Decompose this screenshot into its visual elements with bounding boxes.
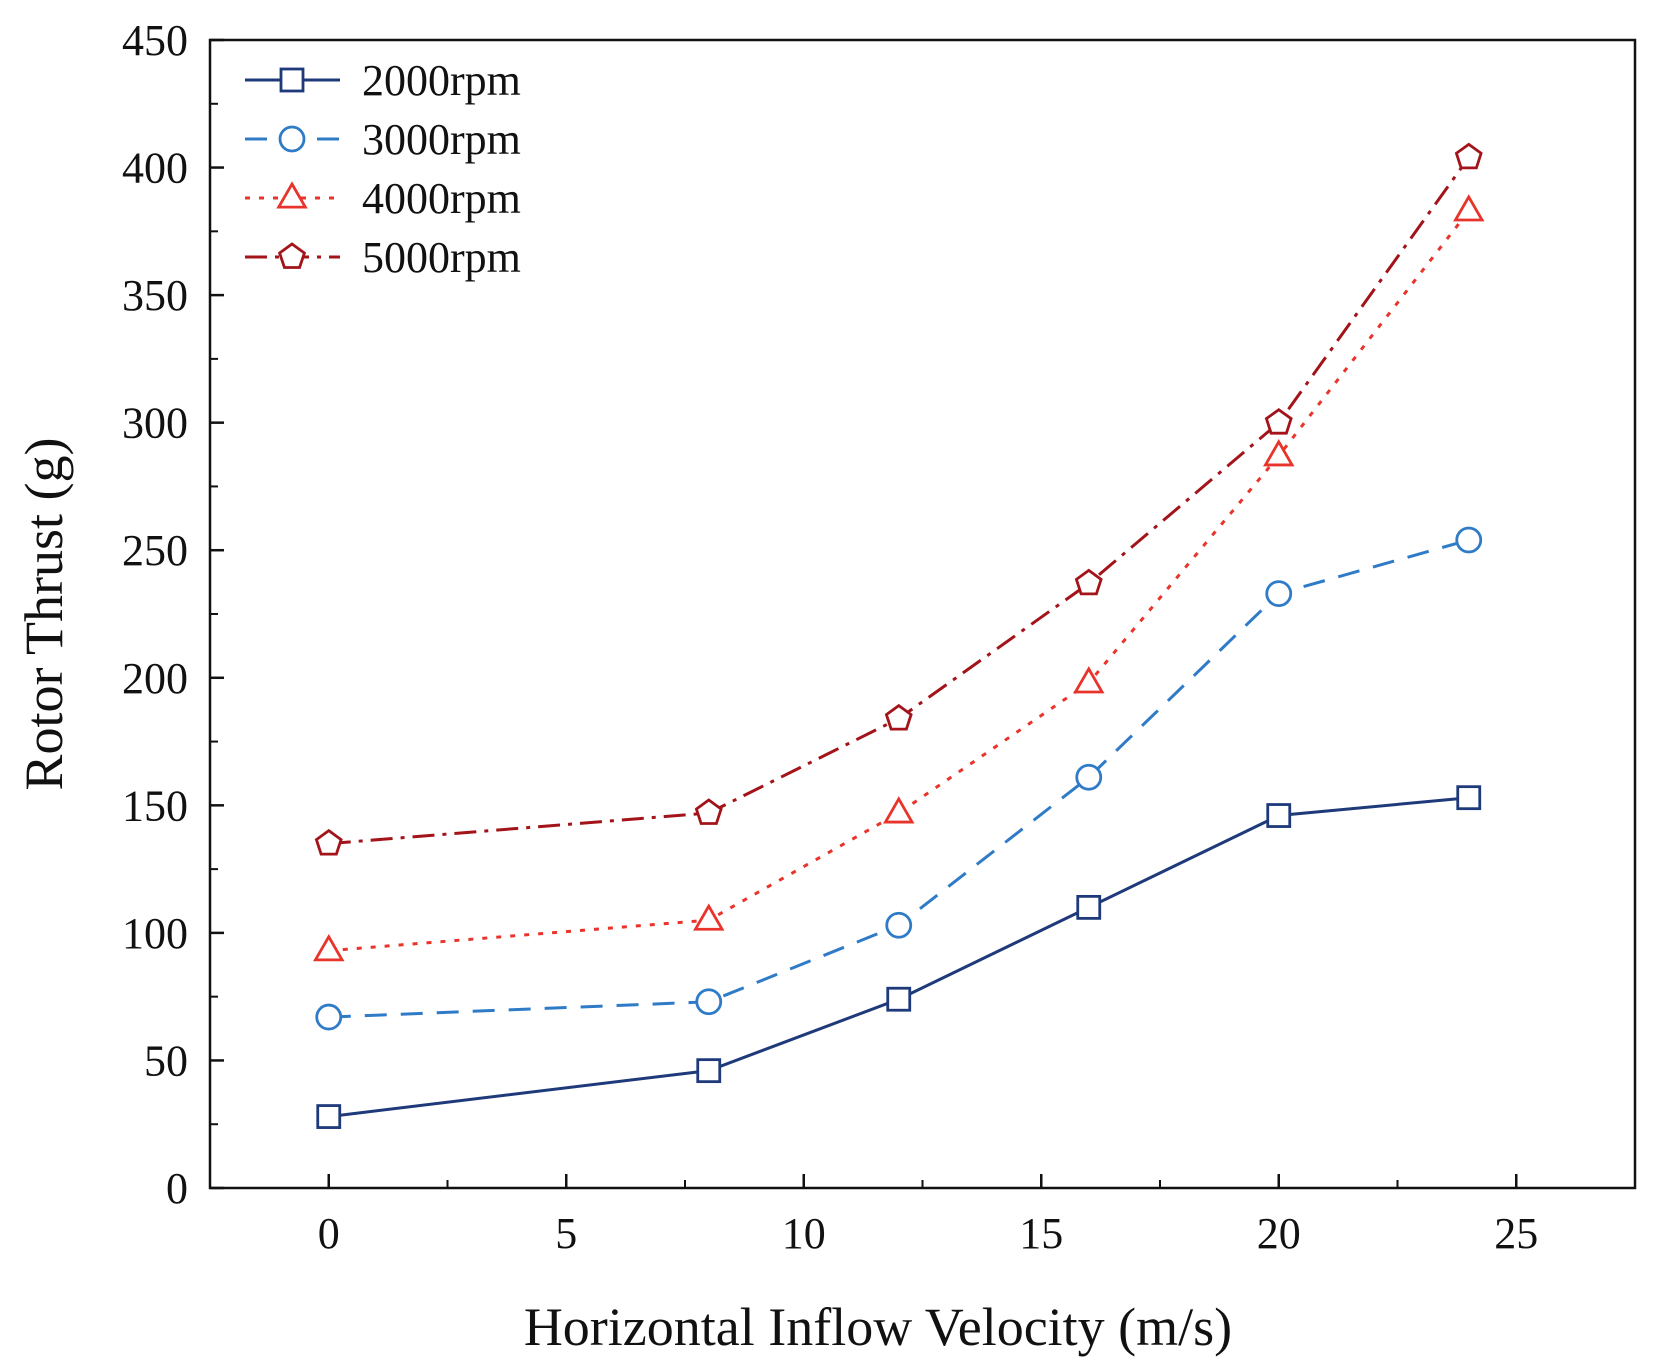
series-3000rpm [315, 526, 1483, 1031]
legend-label-2000rpm: 2000rpm [362, 56, 521, 105]
data-point-3000rpm [1455, 526, 1483, 554]
data-point-4000rpm [313, 933, 345, 962]
y-tick-label: 400 [122, 144, 188, 193]
y-tick-label: 300 [122, 399, 188, 448]
data-point-2000rpm [1456, 785, 1482, 811]
y-tick-label: 250 [122, 526, 188, 575]
legend-label-3000rpm: 3000rpm [362, 115, 521, 164]
data-point-2000rpm [696, 1058, 722, 1084]
legend-marker-5000rpm [277, 242, 307, 269]
data-point-4000rpm [693, 903, 725, 931]
data-point-2000rpm [1076, 894, 1102, 920]
y-tick-label: 200 [122, 654, 188, 703]
x-axis-title: Horizontal Inflow Velocity (m/s) [524, 1297, 1232, 1357]
x-tick-label: 0 [318, 1209, 340, 1258]
data-point-5000rpm [1074, 568, 1103, 596]
series-line-3000rpm [328, 538, 1470, 1019]
series-4000rpm [313, 194, 1485, 962]
data-point-4000rpm [1453, 194, 1485, 222]
series-line-4000rpm [328, 209, 1470, 953]
data-point-4000rpm [1263, 439, 1295, 467]
data-point-2000rpm [316, 1104, 342, 1129]
legend-label-5000rpm: 5000rpm [362, 233, 521, 282]
data-point-3000rpm [1265, 580, 1293, 607]
data-point-3000rpm [315, 1003, 343, 1031]
data-point-3000rpm [695, 988, 723, 1016]
y-tick-label: 50 [144, 1036, 188, 1085]
data-point-5000rpm [1454, 142, 1483, 170]
data-point-5000rpm [314, 828, 343, 856]
x-tick-label: 10 [782, 1209, 826, 1258]
x-tick-label: 15 [1019, 1209, 1063, 1258]
data-point-3000rpm [885, 911, 913, 939]
legend-marker-3000rpm [278, 125, 306, 153]
series-5000rpm [314, 142, 1483, 856]
data-point-5000rpm [694, 798, 723, 825]
data-point-3000rpm [1075, 763, 1103, 791]
y-axis-title: Rotor Thrust (g) [14, 438, 74, 791]
x-tick-label: 5 [555, 1209, 577, 1258]
data-point-4000rpm [883, 796, 915, 824]
legend-marker-4000rpm [276, 181, 308, 209]
x-tick-label: 25 [1494, 1209, 1538, 1258]
data-point-5000rpm [1264, 407, 1293, 435]
legend-label-4000rpm: 4000rpm [362, 174, 521, 223]
plot-area [313, 142, 1485, 1129]
data-point-2000rpm [886, 986, 912, 1012]
data-point-5000rpm [884, 703, 913, 731]
legend-marker-2000rpm [279, 67, 305, 93]
data-point-4000rpm [1073, 666, 1105, 694]
y-tick-label: 0 [166, 1164, 188, 1213]
y-tick-label: 350 [122, 271, 188, 320]
x-tick-label: 20 [1257, 1209, 1301, 1258]
series-2000rpm [316, 785, 1482, 1129]
series-line-2000rpm [328, 796, 1469, 1119]
y-tick-label: 450 [122, 16, 188, 65]
data-point-2000rpm [1266, 803, 1292, 828]
y-tick-label: 100 [122, 909, 188, 958]
legend: 2000rpm 3000rpm 4000rpm 5000rpm [245, 56, 521, 282]
y-tick-label: 150 [122, 781, 188, 830]
